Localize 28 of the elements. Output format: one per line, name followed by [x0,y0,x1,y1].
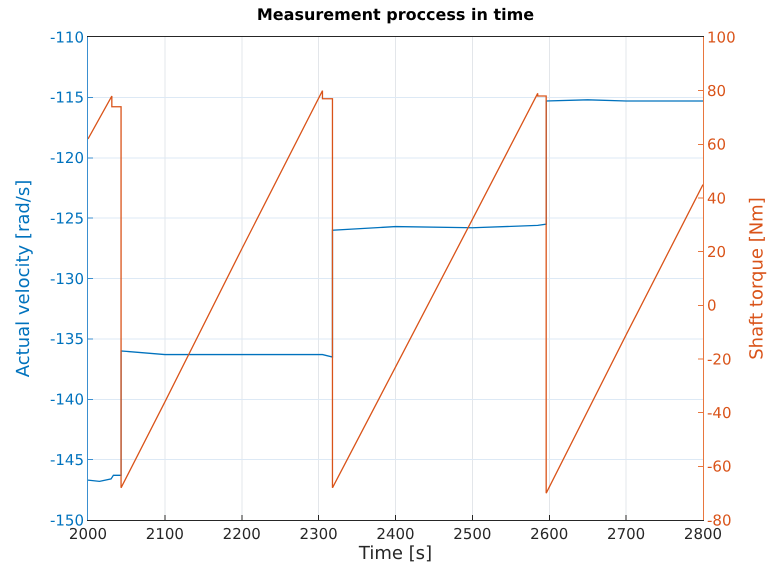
chart-title: Measurement proccess in time [256,4,534,24]
y-tick-label: -120 [50,149,84,167]
y-tick-label: -135 [50,330,84,348]
x-tick-label: 2200 [222,525,261,543]
y2-tick-label: -40 [707,404,732,422]
y2-tick-label: 20 [707,242,726,261]
x-tick-label: 2600 [530,525,568,543]
y2-tick-label: 100 [707,28,736,46]
x-tick-label: 2400 [376,525,415,543]
y-tick-label: -110 [50,28,84,46]
y-axis-title: Actual velocity [rad/s] [13,180,34,378]
y-tick-label: -115 [50,88,84,107]
y-tick-label: -125 [50,209,84,228]
y2-tick-label: 60 [707,136,726,154]
y-tick-label: -145 [50,450,84,469]
x-tick-label: 2100 [146,525,184,543]
y-tick-label: -140 [50,390,84,408]
y2-axis-title: Shaft torque [Nm] [746,197,768,360]
x-tick-label: 2500 [453,525,492,543]
y-tick-label: -130 [50,270,84,288]
y2-tick-label: 40 [707,189,726,208]
y2-tick-label: -20 [707,350,732,368]
x-tick-label: 2700 [607,525,646,543]
y2-tick-label: 0 [707,296,717,315]
x-tick-label: 2300 [300,525,338,543]
y2-tick-label: -60 [707,458,732,476]
x-axis-title: Time [s] [358,543,432,564]
y2-tick-label: 80 [707,82,726,100]
